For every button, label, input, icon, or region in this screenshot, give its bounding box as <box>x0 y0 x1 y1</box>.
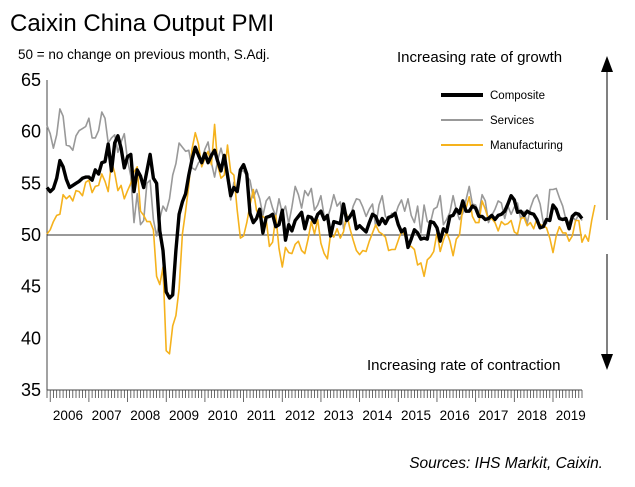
legend-label-manufacturing: Manufacturing <box>490 140 563 152</box>
x-year-label: 2016 <box>440 408 470 423</box>
legend: Composite Services Manufacturing <box>441 90 563 152</box>
y-tick-label: 55 <box>21 173 41 193</box>
x-year-label: 2012 <box>285 408 315 423</box>
x-year-label: 2006 <box>53 408 83 423</box>
y-axis-ticks: 35 40 45 50 55 60 65 <box>21 70 41 400</box>
x-axis-month-ticks <box>46 390 583 402</box>
growth-arrow <box>601 56 613 220</box>
x-year-label: 2010 <box>208 408 238 423</box>
x-year-label: 2011 <box>247 408 276 423</box>
source-note: Sources: IHS Markit, Caixin. <box>409 455 603 472</box>
y-tick-label: 50 <box>21 225 41 245</box>
y-tick-label: 45 <box>21 277 41 297</box>
x-year-label: 2008 <box>130 408 160 423</box>
series-line-manufacturing <box>46 123 596 355</box>
series-line-services <box>46 108 583 237</box>
x-year-label: 2017 <box>478 408 508 423</box>
chart-title: Caixin China Output PMI <box>10 10 274 37</box>
series-line-composite <box>45 134 584 300</box>
x-year-label: 2007 <box>92 408 122 423</box>
y-tick-label: 60 <box>21 122 41 142</box>
x-year-label: 2009 <box>169 408 199 423</box>
x-year-label: 2019 <box>556 408 586 423</box>
series-lines <box>45 108 596 355</box>
x-year-label: 2013 <box>324 408 354 423</box>
legend-label-composite: Composite <box>490 90 545 102</box>
x-year-label: 2014 <box>362 408 393 423</box>
x-year-label: 2018 <box>517 408 547 423</box>
annotation-contraction: Increasing rate of contraction <box>367 357 560 374</box>
x-axis-year-labels: 2006 2007 2008 2009 2010 2011 2012 2013 2014 2015… <box>53 408 586 423</box>
chart-subtitle: 50 = no change on previous month, S.Adj. <box>18 47 270 62</box>
y-tick-label: 65 <box>21 70 41 90</box>
x-year-label: 2015 <box>401 408 431 423</box>
y-tick-label: 40 <box>21 328 41 348</box>
legend-label-services: Services <box>490 115 534 127</box>
annotation-growth: Increasing rate of growth <box>397 49 562 66</box>
y-tick-label: 35 <box>21 380 41 400</box>
contraction-arrow <box>601 254 613 370</box>
